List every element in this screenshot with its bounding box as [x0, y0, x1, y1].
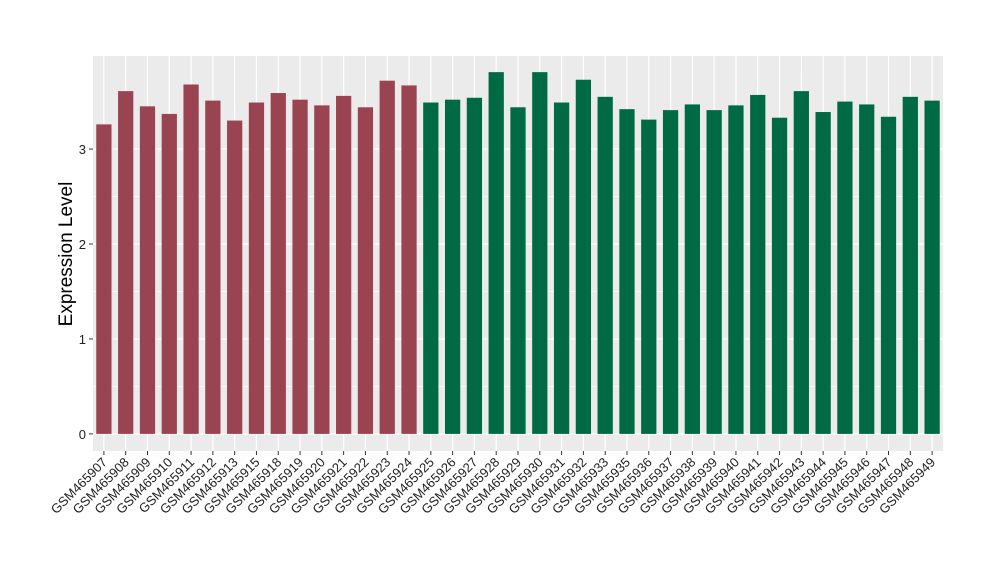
bar-GSM465907: [96, 124, 112, 434]
bar-GSM465938: [684, 104, 700, 434]
bar-GSM465918: [270, 93, 286, 434]
bar-GSM465929: [510, 107, 526, 434]
bar-GSM465937: [662, 110, 679, 434]
bar-GSM465940: [728, 105, 744, 434]
bar-GSM465924: [401, 85, 417, 434]
bar-GSM465921: [336, 95, 352, 434]
bar-GSM465932: [575, 79, 592, 434]
y-axis: 0 1 2 3: [79, 142, 93, 442]
bar-GSM465949: [924, 100, 940, 434]
bar-GSM465908: [118, 91, 134, 434]
bar-GSM465935: [619, 109, 635, 434]
bars: [96, 72, 940, 434]
bar-GSM465947: [880, 116, 897, 434]
bar-GSM465931: [553, 102, 570, 434]
bar-GSM465948: [902, 96, 918, 434]
bar-GSM465927: [466, 97, 483, 434]
bar-GSM465942: [771, 117, 788, 434]
bar-GSM465941: [750, 94, 766, 434]
bar-GSM465925: [423, 102, 439, 434]
bar-GSM465926: [444, 99, 461, 434]
bar-GSM465913: [227, 120, 243, 434]
bar-GSM465945: [837, 101, 853, 434]
bar-GSM465910: [161, 113, 177, 434]
x-axis: GSM465907GSM465908GSM465909GSM465910GSM4…: [48, 451, 938, 517]
bar-GSM465939: [706, 110, 722, 434]
bar-GSM465922: [357, 107, 374, 434]
bar-GSM465933: [597, 96, 613, 434]
bar-GSM465923: [379, 80, 395, 434]
y-tick-label: 0: [79, 427, 86, 442]
y-tick-label: 3: [79, 142, 86, 157]
bar-GSM465909: [139, 106, 156, 434]
bar-GSM465912: [205, 100, 221, 434]
bar-GSM465911: [183, 84, 199, 434]
bar-GSM465946: [859, 104, 875, 434]
y-tick-label: 1: [79, 332, 86, 347]
bar-GSM465936: [641, 119, 657, 434]
y-axis-title: Expression Level: [56, 182, 77, 327]
bar-GSM465930: [532, 72, 548, 434]
y-tick-label: 2: [79, 237, 86, 252]
bar-GSM465920: [314, 105, 330, 434]
bar-GSM465928: [488, 72, 504, 434]
bar-GSM465943: [793, 91, 809, 434]
bar-GSM465915: [248, 102, 265, 434]
bar-GSM465944: [815, 112, 831, 434]
bar-GSM465919: [292, 99, 308, 434]
